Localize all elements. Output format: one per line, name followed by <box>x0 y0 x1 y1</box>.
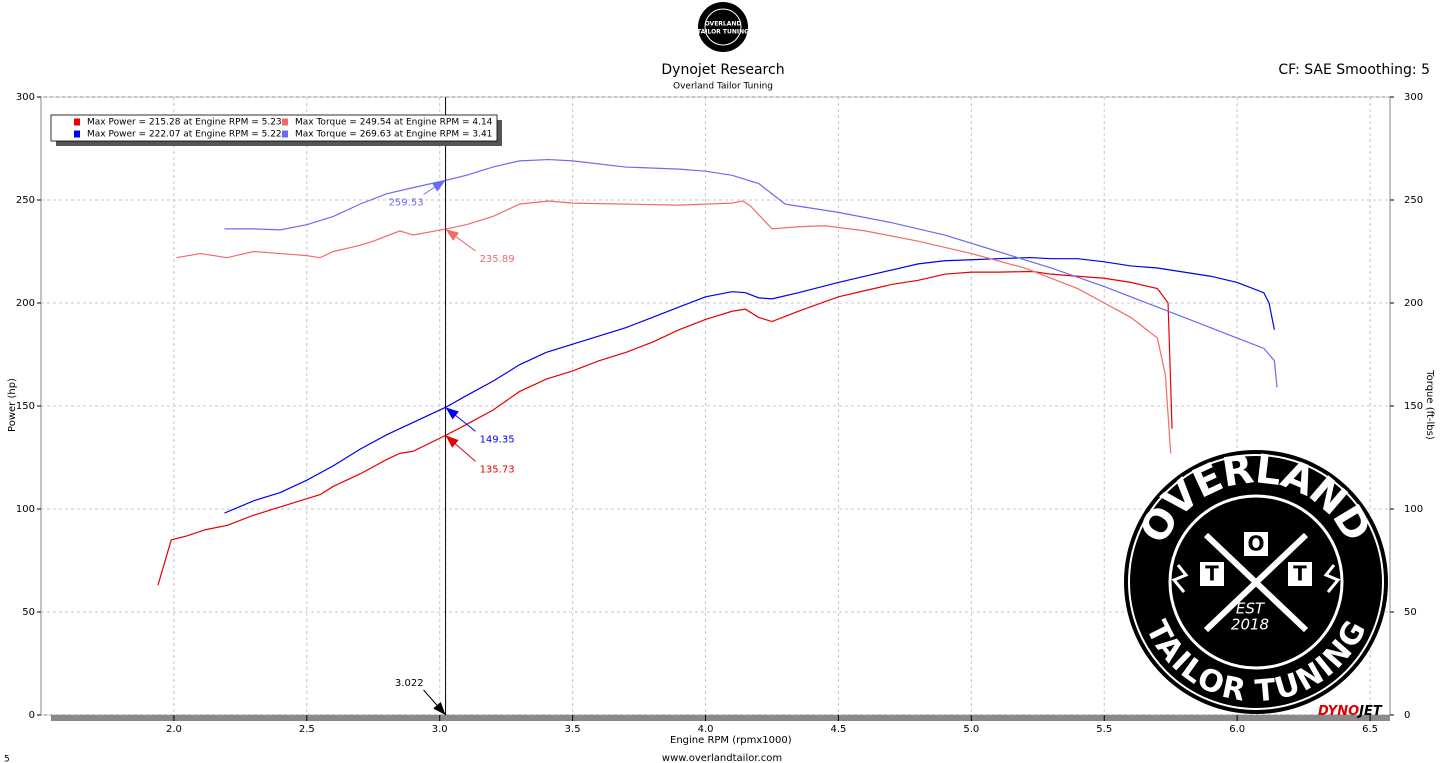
legend-swatch <box>74 118 80 126</box>
logo-year: 2018 <box>1231 616 1269 634</box>
x-tick-label: 4.0 <box>698 724 714 735</box>
x-tick-label: 6.5 <box>1362 724 1378 735</box>
chart-title: Dynojet Research <box>661 62 784 78</box>
y2-tick-label: 0 <box>1404 710 1410 721</box>
x-tick-label: 2.5 <box>299 724 315 735</box>
x-tick-label: 6.0 <box>1229 724 1245 735</box>
y-tick-label: 100 <box>16 504 35 515</box>
y-tick-label: 0 <box>29 710 35 721</box>
cursor-label: 3.022 <box>395 678 424 689</box>
x-tick-label: 3.0 <box>432 724 448 735</box>
y2-tick-label: 250 <box>1404 195 1423 206</box>
legend-swatch <box>74 130 80 138</box>
series-line <box>224 256 1275 514</box>
footer-url: www.overlandtailor.com <box>662 753 782 763</box>
y2-tick-label: 50 <box>1404 607 1417 618</box>
cursor-value-label: 149.35 <box>480 434 515 445</box>
x-axis-label: Engine RPM (rpmx1000) <box>670 735 792 746</box>
y2-tick-label: 150 <box>1404 401 1423 412</box>
series-line <box>224 158 1278 388</box>
top-logo-text: OVERLAND <box>705 21 742 28</box>
brand: DYNOJET <box>1318 704 1383 719</box>
y2-axis-label: Torque (ft-lbs) <box>1424 369 1435 440</box>
series-line <box>157 270 1173 586</box>
brand-part: JET <box>1356 704 1383 719</box>
cursor-pointer <box>433 701 446 715</box>
cursor-value-marker <box>445 407 459 420</box>
cursor-value-label: 235.89 <box>480 254 515 265</box>
cursor-value-label: 259.53 <box>389 197 424 208</box>
x-axis-band <box>51 715 1390 721</box>
y-tick-label: 50 <box>22 607 35 618</box>
y2-tick-label: 200 <box>1404 298 1423 309</box>
y2-tick-label: 300 <box>1404 92 1423 103</box>
x-tick-label: 3.5 <box>565 724 581 735</box>
y2-tick-label: 100 <box>1404 504 1423 515</box>
y-tick-label: 200 <box>16 298 35 309</box>
logo-letter: T <box>1205 562 1219 586</box>
cursor-value-marker <box>445 229 460 241</box>
top-logo: OVERLAND TAILOR TUNING <box>697 2 749 52</box>
legend-label: Max Power = 222.07 at Engine RPM = 5.22 <box>87 130 282 140</box>
y-tick-label: 300 <box>16 92 35 103</box>
cursor-value-marker <box>445 435 459 448</box>
x-tick-label: 5.0 <box>963 724 979 735</box>
logo-letter: T <box>1293 562 1307 586</box>
logo: T O T EST 2018 OVERLAND TAILOR TUNING <box>1124 446 1388 714</box>
legend-label: Max Power = 215.28 at Engine RPM = 5.23 <box>87 118 282 128</box>
y-tick-label: 250 <box>16 195 35 206</box>
brand-part: DYNO <box>1318 704 1359 719</box>
top-logo-text: TAILOR TUNING <box>697 29 749 36</box>
x-tick-label: 5.5 <box>1096 724 1112 735</box>
legend-swatch <box>282 130 288 138</box>
legend-swatch <box>282 118 288 126</box>
series-line <box>176 200 1172 454</box>
chart-subtitle: Overland Tailor Tuning <box>673 82 773 92</box>
x-tick-label: 2.0 <box>166 724 182 735</box>
cursor-value-label: 135.73 <box>480 464 515 475</box>
legend-label: Max Torque = 269.63 at Engine RPM = 3.41 <box>295 130 492 140</box>
logo-letter: O <box>1247 532 1264 556</box>
y-axis-label: Power (hp) <box>7 378 18 432</box>
y-tick-label: 150 <box>16 401 35 412</box>
cursor-value-marker <box>431 180 446 192</box>
legend-label: Max Torque = 249.54 at Engine RPM = 4.14 <box>295 118 493 128</box>
settings-text: CF: SAE Smoothing: 5 <box>1278 62 1430 78</box>
legend-box <box>50 114 498 142</box>
x-tick-label: 4.5 <box>830 724 846 735</box>
corner-text: 5 <box>4 755 10 763</box>
logo-est: EST <box>1236 600 1266 618</box>
